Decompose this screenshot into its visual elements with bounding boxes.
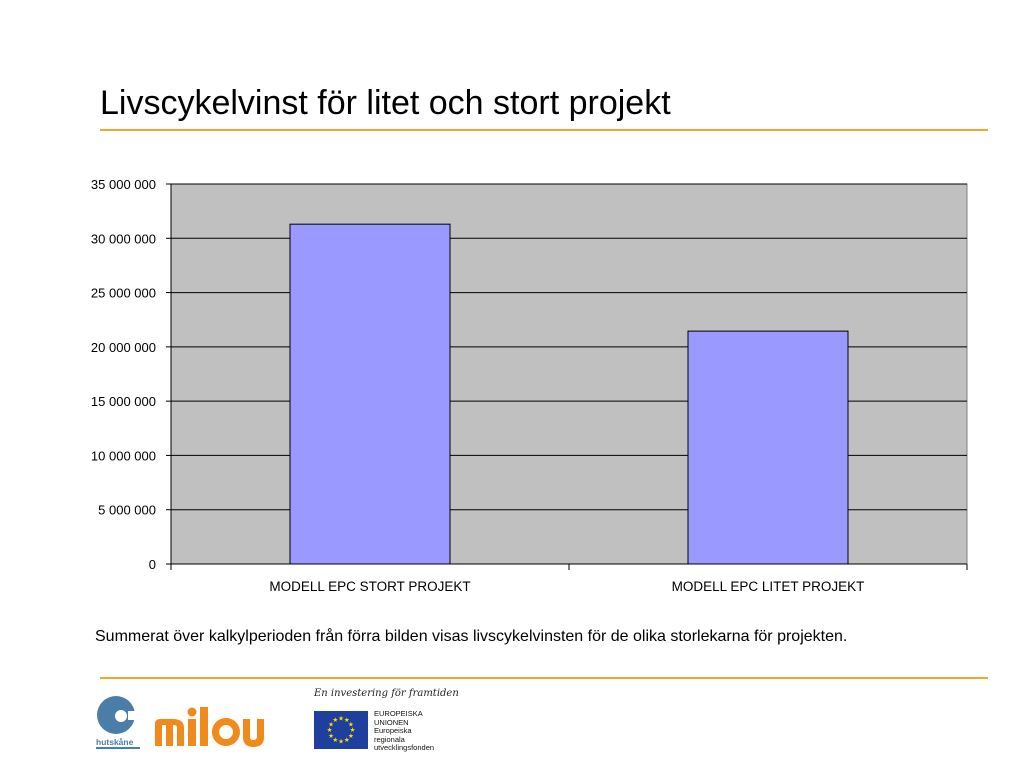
eu-star: ★ [338, 738, 344, 746]
eu-star: ★ [328, 732, 334, 740]
bar [289, 223, 451, 565]
eu-star: ★ [327, 726, 333, 734]
x-tick-label: MODELL EPC LITET PROJEKT [672, 579, 865, 594]
y-tick-label: 5 000 000 [98, 503, 156, 518]
eu-star: ★ [338, 715, 344, 723]
x-tick-label: MODELL EPC STORT PROJEKT [269, 579, 470, 594]
y-tick-label: 10 000 000 [91, 448, 156, 463]
y-tick-label: 25 000 000 [91, 286, 156, 301]
y-tick-label: 15 000 000 [91, 394, 156, 409]
eu-label: EUROPEISKA UNIONEN Europeiska regionala … [374, 709, 435, 753]
eu-star: ★ [332, 716, 338, 724]
footer-rule [100, 677, 988, 679]
eu-star: ★ [344, 716, 350, 724]
bar [687, 330, 849, 565]
title-underline [100, 129, 988, 131]
eu-star: ★ [344, 736, 350, 744]
summary-text: Summerat över kalkylperioden från förra … [95, 628, 848, 645]
eu-flag-icon: ★★★★★★★★★ ★ ★★ [314, 711, 368, 749]
eu-star: ★ [350, 726, 356, 734]
eu-star: ★ [332, 736, 338, 744]
footer-tagline: En investering för framtiden [314, 688, 459, 699]
eu-star: ★ [328, 720, 334, 728]
hutskane-logo: hutskåne [96, 696, 142, 749]
y-tick-label: 35 000 000 [91, 177, 156, 192]
bar-chart: 0 5 000 000 10 000 000 15 000 000 20 000 000… [91, 177, 968, 594]
eu-star: ★ [348, 732, 354, 740]
hutskane-logo-text: hutskåne [96, 737, 134, 747]
eu-star: ★ [348, 720, 354, 728]
y-tick-label: 30 000 000 [91, 231, 156, 246]
y-tick-label: 20 000 000 [91, 340, 156, 355]
y-tick-label: 0 [149, 557, 156, 572]
milou-logo [155, 707, 264, 747]
slide-title: Livscykelvinst för litet och stort proje… [100, 84, 671, 122]
